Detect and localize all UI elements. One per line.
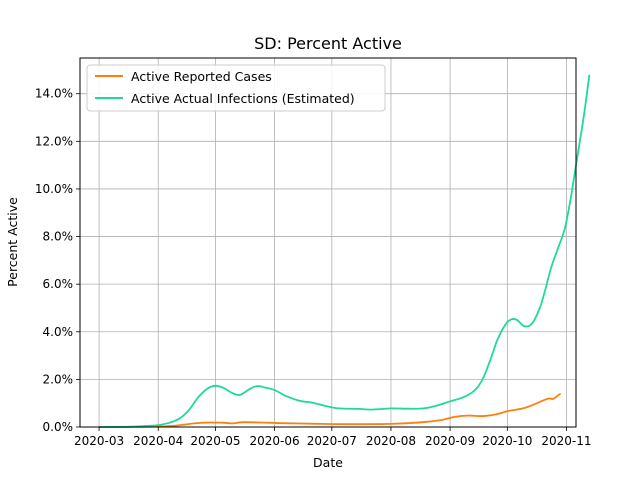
y-tick-label: 14.0% (35, 87, 73, 101)
plot-area-frame (79, 57, 577, 428)
chart-title: SD: Percent Active (254, 34, 402, 53)
y-tick-label: 2.0% (43, 372, 74, 386)
x-tick-label: 2020-11 (541, 434, 591, 448)
y-tick-label: 8.0% (43, 230, 74, 244)
series-line-reported-cases (99, 392, 562, 428)
legend-box (86, 64, 386, 112)
x-tick-label: 2020-09 (425, 434, 475, 448)
x-tick-label: 2020-06 (250, 434, 300, 448)
legend-label-reported: Active Reported Cases (131, 69, 272, 84)
y-tick-label: 10.0% (35, 182, 73, 196)
y-tick-label: 6.0% (43, 277, 74, 291)
x-axis-label: Date (313, 455, 343, 470)
y-tick-label: 0.0% (43, 420, 74, 434)
x-axis-ticks: 2020-03 2020-04 2020-05 2020-06 2020-07 2020-… (74, 427, 592, 448)
x-tick-label: 2020-04 (133, 434, 183, 448)
x-tick-label: 2020-05 (190, 434, 240, 448)
legend: Active Reported Cases Active Actual Infe… (86, 64, 386, 112)
series-layer (99, 74, 591, 428)
y-tick-label: 12.0% (35, 134, 73, 148)
y-axis-label: Percent Active (5, 197, 20, 287)
y-tick-label: 4.0% (43, 325, 74, 339)
legend-label-estimated: Active Actual Infections (Estimated) (131, 91, 355, 106)
x-tick-label: 2020-08 (366, 434, 416, 448)
y-axis-ticks: 0.0% 2.0% 4.0% 6.0% 8.0% 10.0% 12.0% 14.0% (35, 87, 80, 434)
x-tick-label: 2020-10 (482, 434, 532, 448)
series-line-estimated-infections (99, 74, 591, 428)
x-tick-label: 2020-03 (74, 434, 124, 448)
x-tick-label: 2020-07 (307, 434, 357, 448)
